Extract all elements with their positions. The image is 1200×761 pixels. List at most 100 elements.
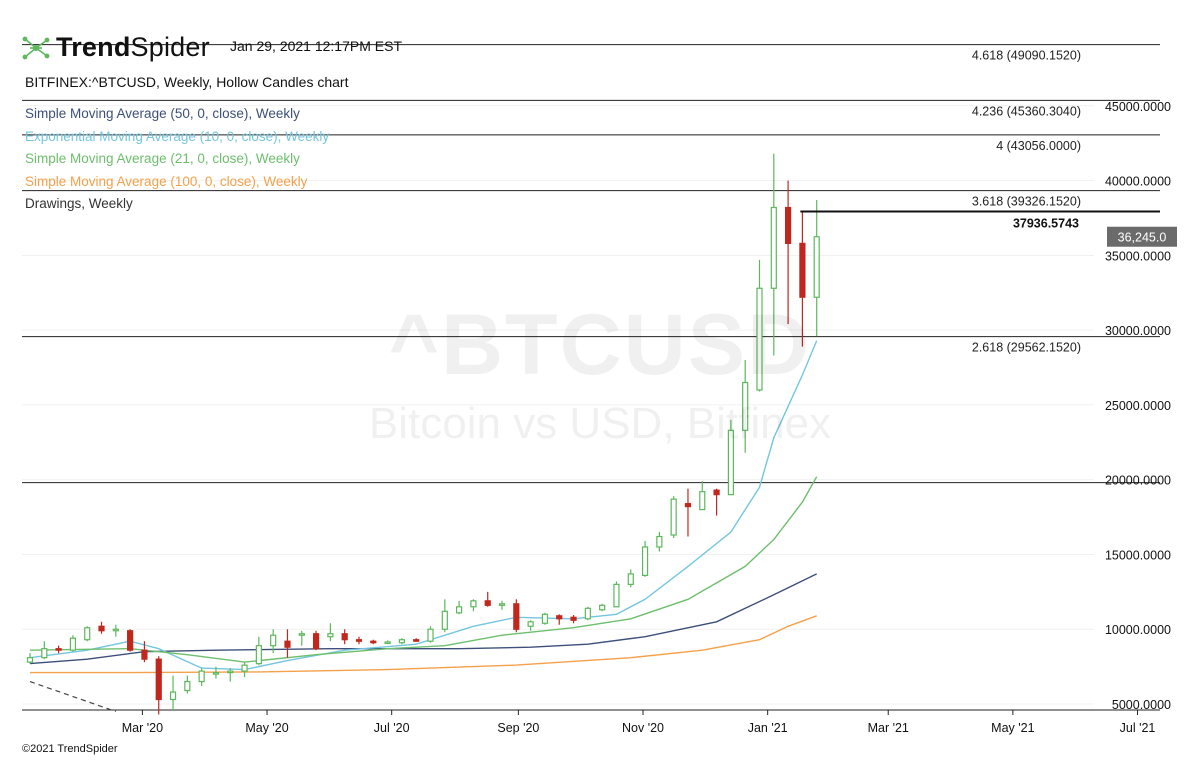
candle-body [713, 489, 720, 496]
candle-body [41, 648, 48, 659]
trendspider-logo: TrendSpider [22, 32, 210, 63]
candle-body [513, 603, 520, 630]
y-tick-label: 5000.0000 [1112, 698, 1171, 712]
candle-body [599, 604, 606, 611]
last-price-label: 36,245.0 [1118, 231, 1167, 245]
candle-body [770, 206, 777, 289]
candle-body [227, 670, 234, 674]
ma-line-2 [29, 476, 818, 663]
candle-body [241, 664, 248, 672]
x-tick-label: May '20 [245, 721, 288, 735]
candle-body [527, 621, 534, 627]
candle-body [212, 672, 220, 675]
x-tick-label: Jul '20 [374, 721, 410, 735]
candle-body [198, 670, 205, 683]
candle-body [627, 573, 634, 585]
candle-body [556, 615, 563, 620]
indicator-legend: Simple Moving Average (50, 0, close), We… [25, 103, 329, 216]
candle-body [684, 503, 692, 508]
candle-body [727, 429, 734, 496]
fib-level-label: 2.618 (29562.1520) [972, 341, 1081, 355]
fib-level-label: 4 (43056.0000) [996, 139, 1081, 153]
candle-body [84, 627, 91, 641]
legend-sma-21[interactable]: Simple Moving Average (21, 0, close), We… [25, 151, 300, 166]
candle-body [413, 639, 420, 642]
candle-body [813, 236, 820, 298]
legend-ema-10[interactable]: Exponential Moving Average (10, 0, close… [25, 128, 330, 144]
spider-logo-icon [22, 36, 50, 59]
timestamp: Jan 29, 2021 12:17PM EST [230, 38, 402, 54]
candle-body [641, 546, 649, 577]
x-tick-label: Jul '21 [1120, 721, 1156, 735]
candle-body [98, 625, 105, 632]
candle-body [69, 637, 77, 651]
candle-body [613, 583, 620, 608]
fib-level-label: 4.618 (49090.1520) [972, 49, 1081, 63]
candle-body [370, 640, 377, 644]
candle-body [384, 641, 391, 645]
y-tick-label: 15000.0000 [1105, 548, 1171, 562]
candle-body [785, 206, 792, 244]
level-label: 37936.5743 [1013, 216, 1079, 230]
watermark-subtitle: Bitcoin vs USD, Bitfinex [368, 399, 832, 448]
candle-body [127, 630, 134, 651]
candle-body [470, 600, 477, 608]
candle-body [398, 639, 405, 644]
candle-body [26, 657, 34, 663]
x-tick-label: Mar '20 [122, 721, 163, 735]
candle-body [427, 628, 434, 642]
trendline [29, 681, 117, 713]
candle-body [756, 287, 763, 391]
candle-body [284, 640, 291, 648]
watermark-symbol: ^BTCUSD [388, 297, 812, 393]
chart-title: BITFINEX:^BTCUSD, Weekly, Hollow Candles… [25, 74, 349, 90]
legend-sma-100[interactable]: Simple Moving Average (100, 0, close), W… [25, 173, 308, 189]
candle-body [55, 648, 62, 651]
fib-level-label: 4.236 (45360.3040) [972, 104, 1081, 118]
candle-body [541, 613, 549, 624]
candle-body [498, 603, 506, 606]
candle-body [441, 610, 448, 630]
candle-body [341, 633, 348, 641]
legend-drawings[interactable]: Drawings, Weekly [25, 196, 133, 211]
legend-sma-50[interactable]: Simple Moving Average (50, 0, close), We… [25, 106, 300, 121]
y-tick-label: 30000.0000 [1105, 324, 1171, 338]
candle-body [255, 645, 262, 665]
candle-body [155, 658, 162, 701]
candle-body [670, 498, 677, 536]
candle-body [799, 242, 806, 298]
candle-body [112, 628, 119, 632]
candle-body [355, 639, 363, 642]
candle-body [184, 680, 191, 692]
candle-body [656, 535, 663, 548]
last-price-badge [1107, 226, 1177, 247]
candle-body [742, 381, 749, 431]
y-tick-label: 45000.0000 [1105, 100, 1171, 114]
candle-body [169, 691, 177, 701]
ma-line-3 [30, 615, 817, 674]
candle-body [298, 633, 305, 636]
y-tick-label: 35000.0000 [1105, 249, 1171, 263]
x-tick-label: Mar '21 [868, 721, 909, 735]
x-tick-label: Jan '21 [748, 721, 788, 735]
y-tick-label: 20000.0000 [1105, 474, 1171, 488]
y-tick-label: 25000.0000 [1105, 399, 1171, 413]
candle-body [570, 616, 577, 621]
y-tick-label: 40000.0000 [1105, 175, 1171, 189]
brand-name: TrendSpider [56, 32, 210, 62]
fib-level-label: 3.618 (39326.1520) [972, 195, 1081, 209]
x-tick-label: Nov '20 [622, 721, 664, 735]
candle-body [327, 633, 334, 638]
candle-body [312, 633, 320, 650]
x-tick-label: Sep '20 [497, 721, 539, 735]
y-tick-label: 10000.0000 [1105, 623, 1171, 637]
copyright: ©2021 TrendSpider [22, 743, 118, 755]
candle-body [584, 607, 591, 620]
x-tick-label: May '21 [991, 721, 1034, 735]
candle-body [699, 491, 706, 511]
candle-body [456, 606, 463, 614]
candle-body [270, 634, 277, 647]
candle-body [484, 600, 491, 606]
candle-body [141, 649, 148, 660]
